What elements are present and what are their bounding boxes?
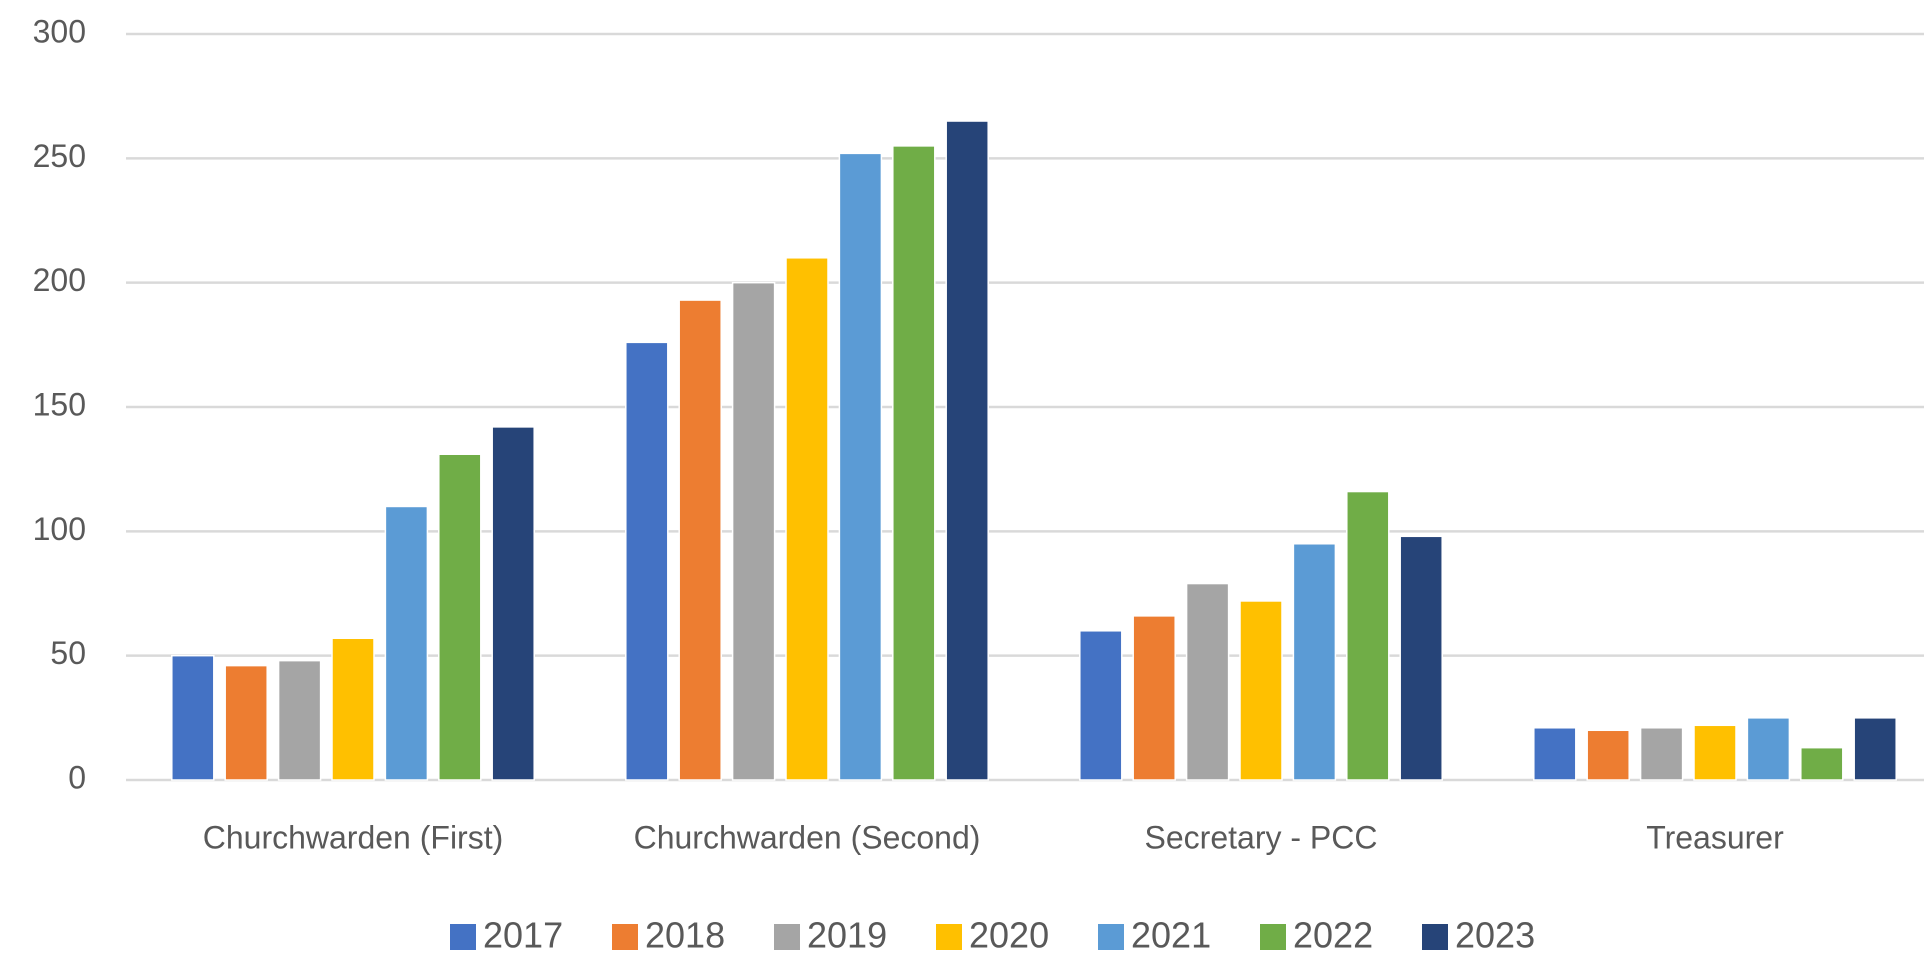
- legend-label: 2021: [1131, 915, 1211, 955]
- legend-label: 2020: [969, 915, 1049, 955]
- legend-label: 2023: [1455, 915, 1535, 955]
- bar: [277, 659, 322, 781]
- legend-swatch: [450, 924, 476, 950]
- legend-swatch: [936, 924, 962, 950]
- bar: [785, 257, 829, 781]
- bar: [1292, 543, 1337, 781]
- y-tick-label: 50: [50, 635, 86, 671]
- bar: [438, 453, 482, 781]
- bar: [1185, 582, 1230, 781]
- x-tick-label: Treasurer: [1646, 819, 1784, 855]
- legend-swatch: [1098, 924, 1124, 950]
- bar: [171, 654, 215, 781]
- bar: [224, 664, 268, 781]
- bar: [1239, 600, 1283, 781]
- x-tick-label: Churchwarden (First): [203, 819, 504, 855]
- legend-swatch: [1422, 924, 1448, 950]
- bar: [945, 120, 989, 781]
- bar: [1586, 729, 1630, 781]
- bar: [1079, 630, 1123, 781]
- bar: [625, 341, 669, 781]
- legend-swatch: [1260, 924, 1286, 950]
- bar: [1853, 717, 1897, 781]
- legend-label: 2018: [645, 915, 725, 955]
- bar: [731, 281, 776, 781]
- bar: [678, 299, 722, 781]
- legend-label: 2017: [483, 915, 563, 955]
- y-tick-label: 0: [68, 759, 86, 795]
- bar: [1132, 615, 1176, 781]
- bar: [1399, 535, 1443, 781]
- x-tick-label: Secretary - PCC: [1145, 819, 1378, 855]
- x-tick-label: Churchwarden (Second): [634, 819, 981, 855]
- bar: [1693, 724, 1737, 781]
- y-tick-label: 150: [33, 386, 86, 422]
- y-tick-label: 300: [33, 13, 86, 49]
- bar: [1800, 746, 1844, 781]
- bar: [491, 426, 535, 781]
- bar: [1533, 727, 1577, 781]
- bar: [384, 505, 429, 781]
- legend-label: 2019: [807, 915, 887, 955]
- legend-swatch: [774, 924, 800, 950]
- bar: [331, 637, 375, 781]
- y-tick-label: 250: [33, 138, 86, 174]
- bar: [1746, 717, 1791, 781]
- bar: [892, 145, 936, 781]
- bar: [1346, 490, 1390, 781]
- bar: [1639, 727, 1684, 781]
- bar: [838, 152, 883, 781]
- y-tick-label: 100: [33, 511, 86, 547]
- legend-swatch: [612, 924, 638, 950]
- y-tick-label: 200: [33, 262, 86, 298]
- legend-label: 2022: [1293, 915, 1373, 955]
